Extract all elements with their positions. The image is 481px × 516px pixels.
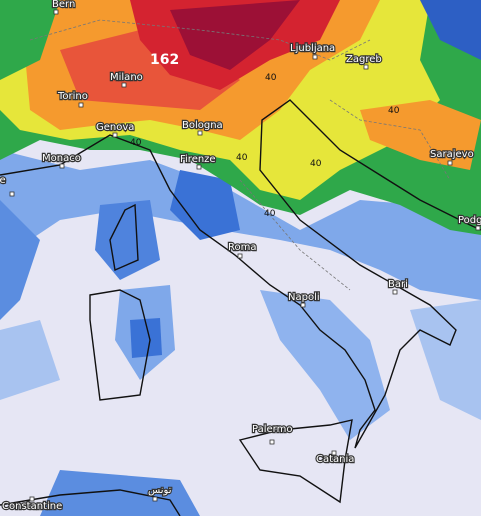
- precip-north: [0, 0, 481, 235]
- city-dot: [447, 160, 453, 166]
- city-dot: [312, 54, 318, 60]
- city-label: Catania: [316, 454, 354, 465]
- city-label: تونس: [148, 485, 172, 496]
- city-label: Bologna: [182, 120, 223, 131]
- city-label: Zagreb: [346, 54, 382, 65]
- city-dot: [300, 302, 306, 308]
- city-dot: [29, 496, 35, 502]
- city-dot: [121, 82, 127, 88]
- contour-label: 40: [310, 159, 322, 169]
- city-label: lle: [0, 175, 6, 186]
- contour-label: 40: [130, 138, 142, 148]
- city-dot: [53, 9, 59, 15]
- city-dot: [112, 132, 118, 138]
- city-dot: [237, 253, 243, 259]
- city-dot: [475, 225, 481, 231]
- city-label: Bari: [388, 279, 408, 290]
- city-dot: [269, 439, 275, 445]
- city-dot: [197, 130, 203, 136]
- city-label: Milano: [110, 72, 143, 83]
- city-label: Constantine: [2, 501, 62, 512]
- contour-label: 40: [388, 106, 400, 116]
- city-label: Bern: [52, 0, 75, 10]
- city-label: Genova: [96, 122, 134, 133]
- contour-labels: 40 40 40 40 40 40: [130, 73, 400, 219]
- city-label: Sarajevo: [430, 149, 474, 160]
- city-label: Torino: [57, 91, 88, 102]
- city-dot: [392, 289, 398, 295]
- precip-blue: [0, 150, 481, 516]
- city-label: Monaco: [42, 153, 81, 164]
- contour-label: 40: [236, 153, 248, 163]
- city-label: Roma: [228, 242, 257, 253]
- city-dot: [78, 102, 84, 108]
- city-dot: [363, 64, 369, 70]
- city-label: Podg: [458, 215, 481, 226]
- contour-label: 40: [265, 73, 277, 83]
- city-label: Firenze: [180, 154, 216, 165]
- city-label: Ljubljana: [290, 43, 335, 54]
- city-dot: [152, 496, 158, 502]
- city-label: Napoli: [288, 292, 320, 303]
- city-dot: [331, 450, 337, 456]
- max-value-label: 162: [150, 52, 179, 68]
- city-dot: [9, 191, 15, 197]
- city-label: Palermo: [252, 424, 292, 435]
- coastline: [0, 19, 481, 516]
- contour-label: 40: [264, 209, 276, 219]
- city-dot: [59, 163, 65, 169]
- city-dot: [196, 164, 202, 170]
